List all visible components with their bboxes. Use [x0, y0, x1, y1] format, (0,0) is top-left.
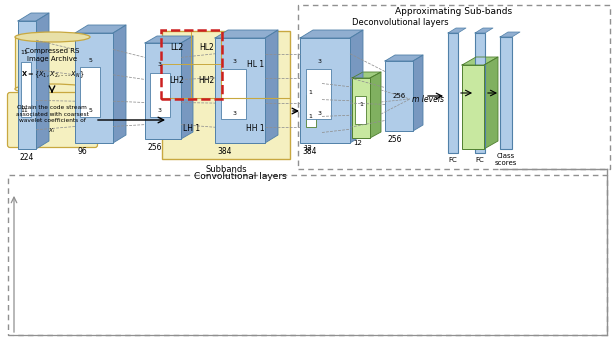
Text: HL2: HL2 [199, 43, 213, 52]
Text: 3: 3 [318, 111, 322, 116]
Text: $\mathbf{X}=\{X_1,X_2,...X_N\}$: $\mathbf{X}=\{X_1,X_2,...X_N\}$ [21, 69, 84, 80]
Polygon shape [448, 28, 466, 33]
Polygon shape [385, 55, 423, 61]
Polygon shape [75, 25, 126, 33]
Polygon shape [302, 66, 334, 73]
Bar [80, 67, 100, 117]
Polygon shape [265, 30, 278, 143]
Text: Subbands: Subbands [205, 165, 247, 174]
Bar [8, 175, 607, 335]
Text: 384: 384 [217, 147, 231, 156]
Text: HH 1: HH 1 [246, 124, 264, 133]
Text: 12: 12 [303, 145, 312, 151]
Polygon shape [462, 57, 498, 65]
Polygon shape [322, 66, 334, 143]
Text: HH2: HH2 [198, 76, 214, 85]
Polygon shape [181, 36, 193, 139]
Bar [352, 78, 370, 138]
Text: Deconvolutional layers: Deconvolutional layers [352, 18, 448, 27]
Bar [161, 30, 223, 99]
Bar [215, 38, 265, 143]
Bar [221, 69, 246, 119]
Bar [150, 73, 170, 117]
Text: 256: 256 [392, 93, 406, 99]
Text: 384: 384 [302, 147, 317, 156]
Ellipse shape [15, 84, 90, 94]
Polygon shape [36, 13, 49, 149]
FancyBboxPatch shape [7, 92, 98, 148]
Bar [448, 33, 458, 153]
Text: 5: 5 [89, 107, 92, 113]
Text: Convolutional layers: Convolutional layers [194, 172, 287, 181]
Ellipse shape [15, 32, 90, 42]
Text: 1: 1 [308, 90, 312, 95]
Polygon shape [300, 30, 363, 38]
Text: 12: 12 [353, 140, 362, 146]
Bar [385, 61, 413, 131]
Text: 224: 224 [20, 153, 34, 162]
Bar [302, 73, 322, 143]
Bar [462, 65, 484, 149]
Text: 96: 96 [77, 147, 87, 156]
Text: HL 1: HL 1 [247, 60, 264, 69]
Bar [145, 43, 181, 139]
Polygon shape [484, 57, 498, 149]
Polygon shape [475, 28, 493, 33]
Bar [306, 95, 316, 127]
Text: 3: 3 [318, 59, 322, 64]
Polygon shape [113, 25, 126, 143]
Polygon shape [145, 36, 193, 43]
Text: m levels: m levels [412, 94, 444, 104]
Text: LH 1: LH 1 [183, 124, 200, 133]
Polygon shape [352, 72, 381, 78]
Text: 3: 3 [157, 62, 161, 66]
Text: 5: 5 [89, 58, 92, 63]
Text: FC: FC [475, 157, 485, 163]
Text: 1: 1 [359, 102, 363, 106]
Bar [15, 37, 90, 89]
Bar [298, 5, 610, 169]
Polygon shape [350, 30, 363, 143]
Text: LH2: LH2 [169, 76, 184, 85]
Text: 256: 256 [147, 143, 162, 152]
Bar [300, 38, 350, 143]
Text: Approximating Sub-bands: Approximating Sub-bands [395, 7, 512, 16]
Text: 3: 3 [233, 111, 237, 116]
Text: 3: 3 [233, 59, 237, 64]
Text: 1: 1 [308, 115, 312, 119]
Text: 11: 11 [20, 50, 28, 56]
Text: 256: 256 [387, 135, 402, 144]
Text: FC: FC [448, 157, 458, 163]
Text: Compressed RS
Image Archive: Compressed RS Image Archive [25, 48, 80, 62]
Bar [306, 69, 331, 119]
Text: 3: 3 [157, 108, 161, 113]
Bar [355, 96, 366, 124]
Text: 11: 11 [20, 108, 28, 113]
Bar [162, 31, 290, 159]
Bar [75, 33, 113, 143]
Polygon shape [215, 30, 278, 38]
Bar [18, 21, 36, 149]
Text: LL2: LL2 [170, 43, 183, 52]
Polygon shape [413, 55, 423, 131]
Bar [21, 62, 31, 117]
Polygon shape [370, 72, 381, 138]
Text: Class
scores: Class scores [495, 153, 517, 166]
Text: Obtain the code stream
associated with coarsest
wavelet coefficients of
$X_i$: Obtain the code stream associated with c… [15, 105, 89, 135]
Polygon shape [500, 32, 520, 37]
Bar [475, 33, 485, 153]
Bar [500, 37, 512, 149]
Polygon shape [18, 13, 49, 21]
